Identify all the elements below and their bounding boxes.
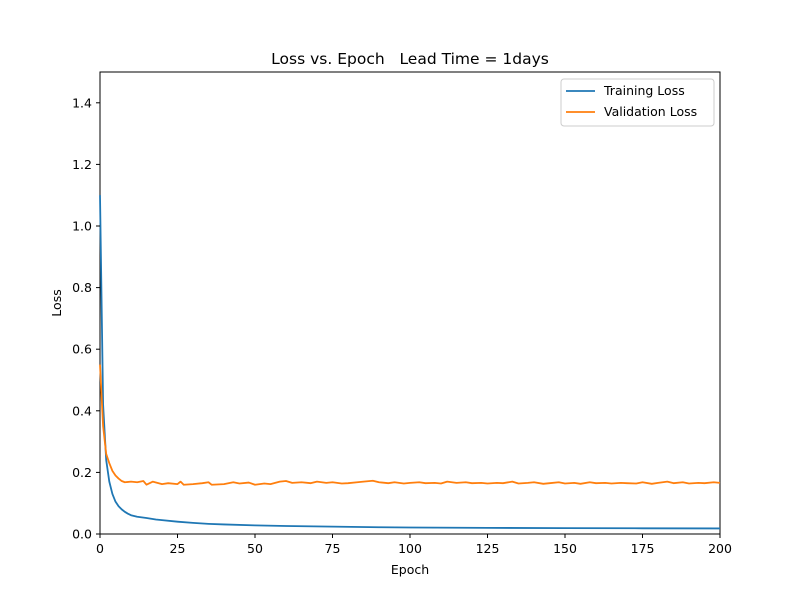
x-tick-label: 25 (170, 541, 186, 556)
x-axis-label: Epoch (391, 562, 429, 577)
y-tick-label: 0.6 (72, 342, 92, 357)
y-axis-label: Loss (49, 289, 64, 316)
x-tick-label: 200 (708, 541, 732, 556)
y-tick-label: 0.2 (72, 465, 92, 480)
series-line-1 (99, 364, 721, 486)
x-axis-ticks: 0 25 50 75 100 125 150 175 200 (96, 534, 732, 556)
series-layer (99, 195, 721, 530)
x-tick-label: 50 (247, 541, 263, 556)
y-tick-label: 1.0 (72, 219, 92, 234)
series-line-0 (99, 195, 721, 530)
x-tick-label: 100 (398, 541, 422, 556)
legend-label-training-loss: Training Loss (603, 83, 685, 98)
legend-label-validation-loss: Validation Loss (604, 104, 697, 119)
y-tick-label: 1.2 (72, 157, 92, 172)
y-tick-label: 0.0 (72, 527, 92, 542)
x-tick-label: 175 (631, 541, 655, 556)
y-tick-label: 0.8 (72, 280, 92, 295)
legend-box (560, 78, 715, 127)
y-axis-ticks: 0.0 0.2 0.4 0.6 0.8 1.0 1.2 1.4 (72, 95, 100, 542)
x-tick-label: 125 (476, 541, 500, 556)
legend: Training Loss Validation Loss (560, 78, 715, 127)
x-tick-label: 150 (553, 541, 577, 556)
y-tick-label: 0.4 (72, 403, 92, 418)
chart-title: Loss vs. Epoch Lead Time = 1days (271, 50, 549, 68)
x-tick-label: 75 (325, 541, 341, 556)
x-tick-label: 0 (96, 541, 104, 556)
y-tick-label: 1.4 (72, 95, 92, 110)
